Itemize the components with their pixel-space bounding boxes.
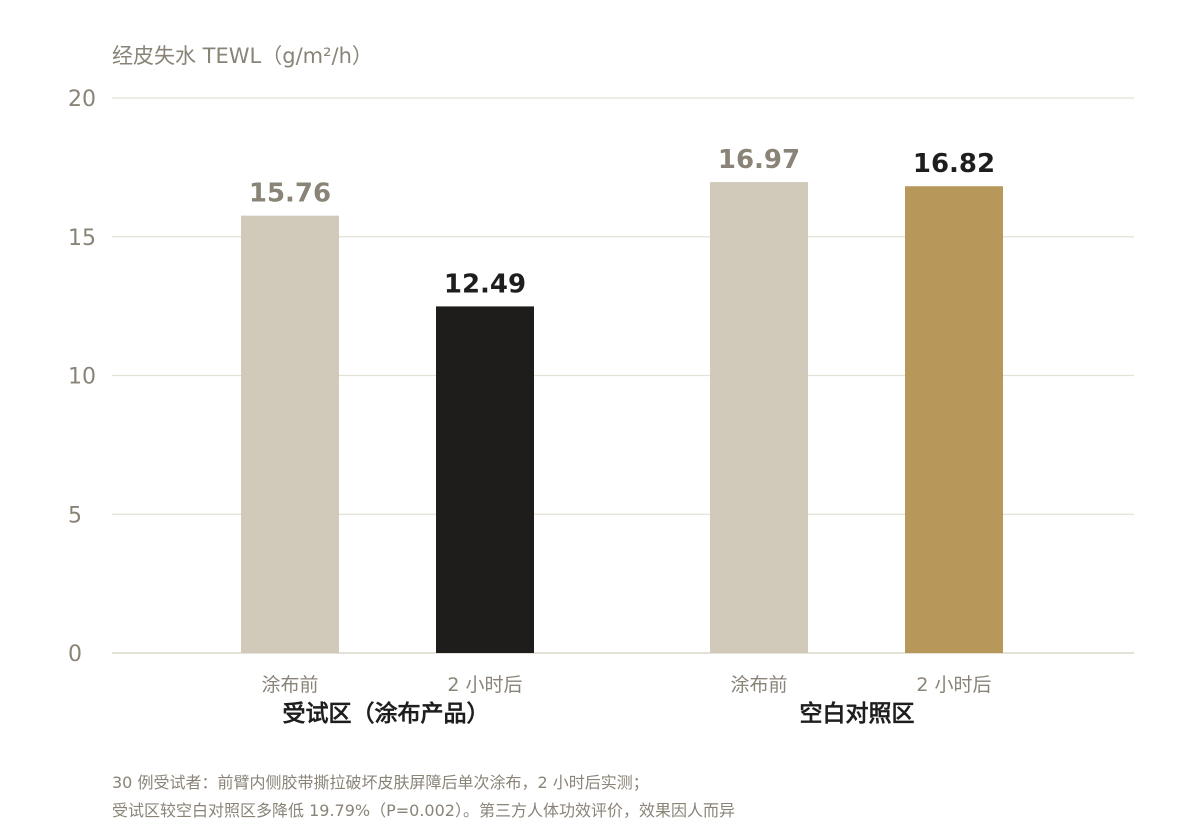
bar-group1-0 — [710, 182, 808, 653]
y-tick-label: 10 — [68, 365, 96, 390]
bar-group0-0 — [241, 215, 339, 653]
value-label: 16.82 — [913, 149, 995, 179]
group-label: 空白对照区 — [800, 700, 915, 727]
group-label: 受试区（涂布产品） — [283, 700, 490, 727]
footnote-line-2: 受试区较空白对照区多降低 19.79%（P=0.002）。第三方人体功效评价，效… — [112, 801, 735, 820]
value-label: 15.76 — [249, 179, 331, 209]
bar-series — [241, 182, 1003, 653]
group-labels: 受试区（涂布产品） 空白对照区 — [283, 700, 915, 727]
category-label: 2 小时后 — [447, 674, 522, 696]
value-label: 12.49 — [444, 269, 526, 299]
value-labels: 15.76 12.49 16.97 16.82 — [249, 145, 995, 299]
category-label: 2 小时后 — [916, 674, 991, 696]
y-tick-label: 15 — [68, 226, 96, 251]
category-label: 涂布前 — [261, 674, 318, 696]
y-tick-label: 5 — [68, 503, 82, 528]
bar-group0-1 — [436, 306, 534, 653]
y-tick-label: 20 — [68, 87, 96, 112]
y-tick-label: 0 — [68, 642, 82, 667]
value-label: 16.97 — [718, 145, 800, 175]
category-label: 涂布前 — [730, 674, 787, 696]
footnote-line-1: 30 例受试者：前臂内侧胶带撕拉破坏皮肤屏障后单次涂布，2 小时后实测； — [112, 773, 649, 792]
category-labels: 涂布前 2 小时后 涂布前 2 小时后 — [261, 674, 991, 696]
bar-group1-1 — [905, 186, 1003, 653]
y-axis-ticks: 0 5 10 15 20 — [68, 87, 96, 667]
y-axis-title: 经皮失水 TEWL（g/m²/h） — [112, 44, 373, 68]
